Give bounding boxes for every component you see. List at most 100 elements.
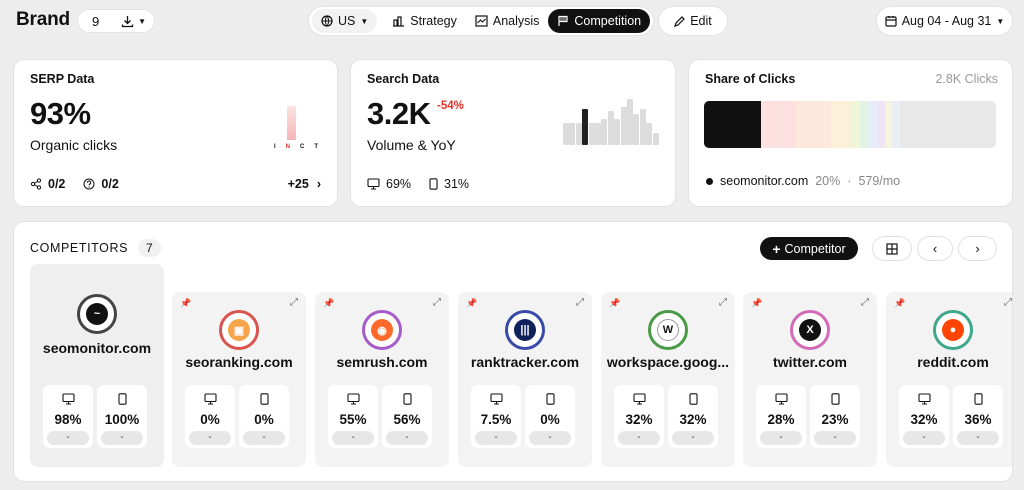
grid-icon	[886, 242, 898, 255]
site-logo: X	[790, 310, 830, 350]
chevron-down-icon: ▼	[138, 16, 146, 26]
edit-button[interactable]: Edit	[659, 7, 727, 35]
add-competitor-button[interactable]: + Competitor	[760, 237, 858, 260]
expand-icon[interactable]: ⤢	[861, 297, 869, 308]
globe-icon	[321, 15, 333, 27]
legend-separator: ·	[847, 174, 852, 188]
trend-bar	[646, 123, 653, 145]
main-nav: US ▼ Strategy Analysis Competition	[309, 7, 654, 35]
keyword-count-pill[interactable]: 9 ▼	[78, 10, 154, 32]
keyword-count: 9	[92, 13, 100, 29]
search-intent-indicator: I N C T	[272, 106, 320, 150]
flag-icon	[558, 15, 569, 26]
expand-icon[interactable]: ⤢	[719, 297, 727, 308]
mobile-stat: 0% -	[525, 385, 575, 448]
desktop-stat: 28% -	[756, 385, 806, 448]
date-range-picker[interactable]: Aug 04 - Aug 31 ▼	[877, 7, 1012, 35]
site-logo: W	[648, 310, 688, 350]
desktop-change: -	[189, 431, 231, 445]
tab-strategy[interactable]: Strategy	[383, 9, 466, 33]
device-split: 69% 31%	[367, 177, 469, 191]
desktop-stat: 32% -	[899, 385, 949, 448]
pin-icon[interactable]: 📌	[466, 298, 478, 308]
desktop-percent: 28%	[767, 412, 795, 427]
mobile-percent: 56%	[393, 412, 421, 427]
expand-icon[interactable]: ⤢	[433, 297, 441, 308]
intent-letter: I	[274, 144, 276, 150]
competitor-tile[interactable]: 📌 ⤢ ▣ seoranking.com 0% - 0% -	[172, 292, 306, 467]
share-segment	[892, 101, 900, 148]
share-of-clicks-bar	[704, 101, 996, 148]
desktop-icon	[774, 393, 788, 405]
competitor-tile[interactable]: 📌 ⤢ ||| ranktracker.com 7.5% - 0% -	[458, 292, 592, 467]
grid-view-button[interactable]	[873, 237, 911, 260]
serp-data-card[interactable]: SERP Data 93% Organic clicks I N C T 0/2…	[14, 60, 337, 206]
mobile-percent: 36%	[964, 412, 992, 427]
scroll-left-button[interactable]: ‹	[918, 237, 952, 260]
card-title: Search Data	[367, 72, 440, 86]
tab-analysis[interactable]: Analysis	[466, 9, 549, 33]
pin-icon[interactable]: 📌	[323, 298, 335, 308]
tab-strategy-label: Strategy	[410, 14, 457, 28]
plus-icon: +	[772, 240, 781, 257]
desktop-stat: 32% -	[614, 385, 664, 448]
share-segment	[704, 101, 761, 148]
top-bar: Brand 9 ▼ US ▼ Strategy Analysis	[0, 0, 1024, 44]
site-logo: ▣	[219, 310, 259, 350]
competitor-tile[interactable]: 📌 ⤢ ● reddit.com 32% - 36% -	[886, 292, 1012, 467]
mobile-percent: 0%	[254, 412, 274, 427]
organic-clicks-label: Organic clicks	[30, 137, 118, 153]
country-selector[interactable]: US ▼	[312, 9, 378, 33]
pin-icon[interactable]: 📌	[894, 298, 906, 308]
legend-share: 20%	[815, 174, 841, 188]
pin-icon[interactable]: 📌	[609, 298, 621, 308]
share-nodes-icon	[30, 178, 42, 190]
brand-title: Brand	[16, 9, 70, 30]
chevron-right-icon: ›	[975, 241, 980, 256]
scroll-right-button[interactable]: ›	[959, 237, 996, 260]
expand-icon[interactable]: ⤢	[1004, 297, 1012, 308]
share-segment	[760, 101, 796, 148]
pin-icon[interactable]: 📌	[751, 298, 763, 308]
add-competitor-label: Competitor	[784, 241, 846, 256]
chevron-down-icon: ▼	[996, 16, 1005, 26]
mobile-icon	[688, 393, 698, 405]
desktop-change: -	[903, 431, 945, 445]
site-logo-glyph: X	[799, 319, 821, 341]
site-logo-glyph: ●	[942, 319, 964, 341]
tab-competition[interactable]: Competition	[548, 9, 651, 33]
more-features-link[interactable]: +25 ›	[288, 177, 321, 191]
share-segment	[831, 101, 852, 148]
desktop-percent: 0%	[200, 412, 220, 427]
desktop-percent: 98%	[54, 412, 82, 427]
mobile-percent: 23%	[821, 412, 849, 427]
desktop-stat: 0% -	[185, 385, 235, 448]
mobile-share: 31%	[444, 177, 470, 191]
site-logo-glyph: W	[657, 319, 679, 341]
competitors-panel: COMPETITORS 7 + Competitor ‹ › ~ seomonit…	[14, 222, 1012, 481]
mobile-change: -	[529, 431, 571, 445]
site-logo-glyph: |||	[514, 319, 536, 341]
trend-bar	[627, 99, 633, 145]
question-circle-icon	[83, 178, 95, 190]
total-clicks: 2.8K Clicks	[935, 72, 998, 86]
share-segment	[868, 101, 878, 148]
intent-letter: N	[285, 144, 290, 150]
desktop-change: -	[760, 431, 802, 445]
tab-analysis-label: Analysis	[492, 14, 540, 28]
pin-icon[interactable]: 📌	[180, 298, 192, 308]
competitor-tile[interactable]: 📌 ⤢ ◉ semrush.com 55% - 56% -	[315, 292, 449, 467]
desktop-percent: 55%	[339, 412, 367, 427]
expand-icon[interactable]: ⤢	[290, 297, 298, 308]
desktop-icon	[632, 393, 646, 405]
own-domain-tile[interactable]: ~ seomonitor.com 98% - 100% -	[30, 264, 164, 467]
expand-icon[interactable]: ⤢	[576, 297, 584, 308]
edit-label: Edit	[690, 14, 712, 28]
download-menu-button[interactable]: ▼	[121, 15, 146, 28]
search-data-card[interactable]: Search Data 3.2K -54% Volume & YoY 69% 3…	[351, 60, 675, 206]
share-of-clicks-card[interactable]: Share of Clicks 2.8K Clicks seomonitor.c…	[689, 60, 1012, 206]
site-logo: ◉	[362, 310, 402, 350]
site-logo: ●	[933, 310, 973, 350]
